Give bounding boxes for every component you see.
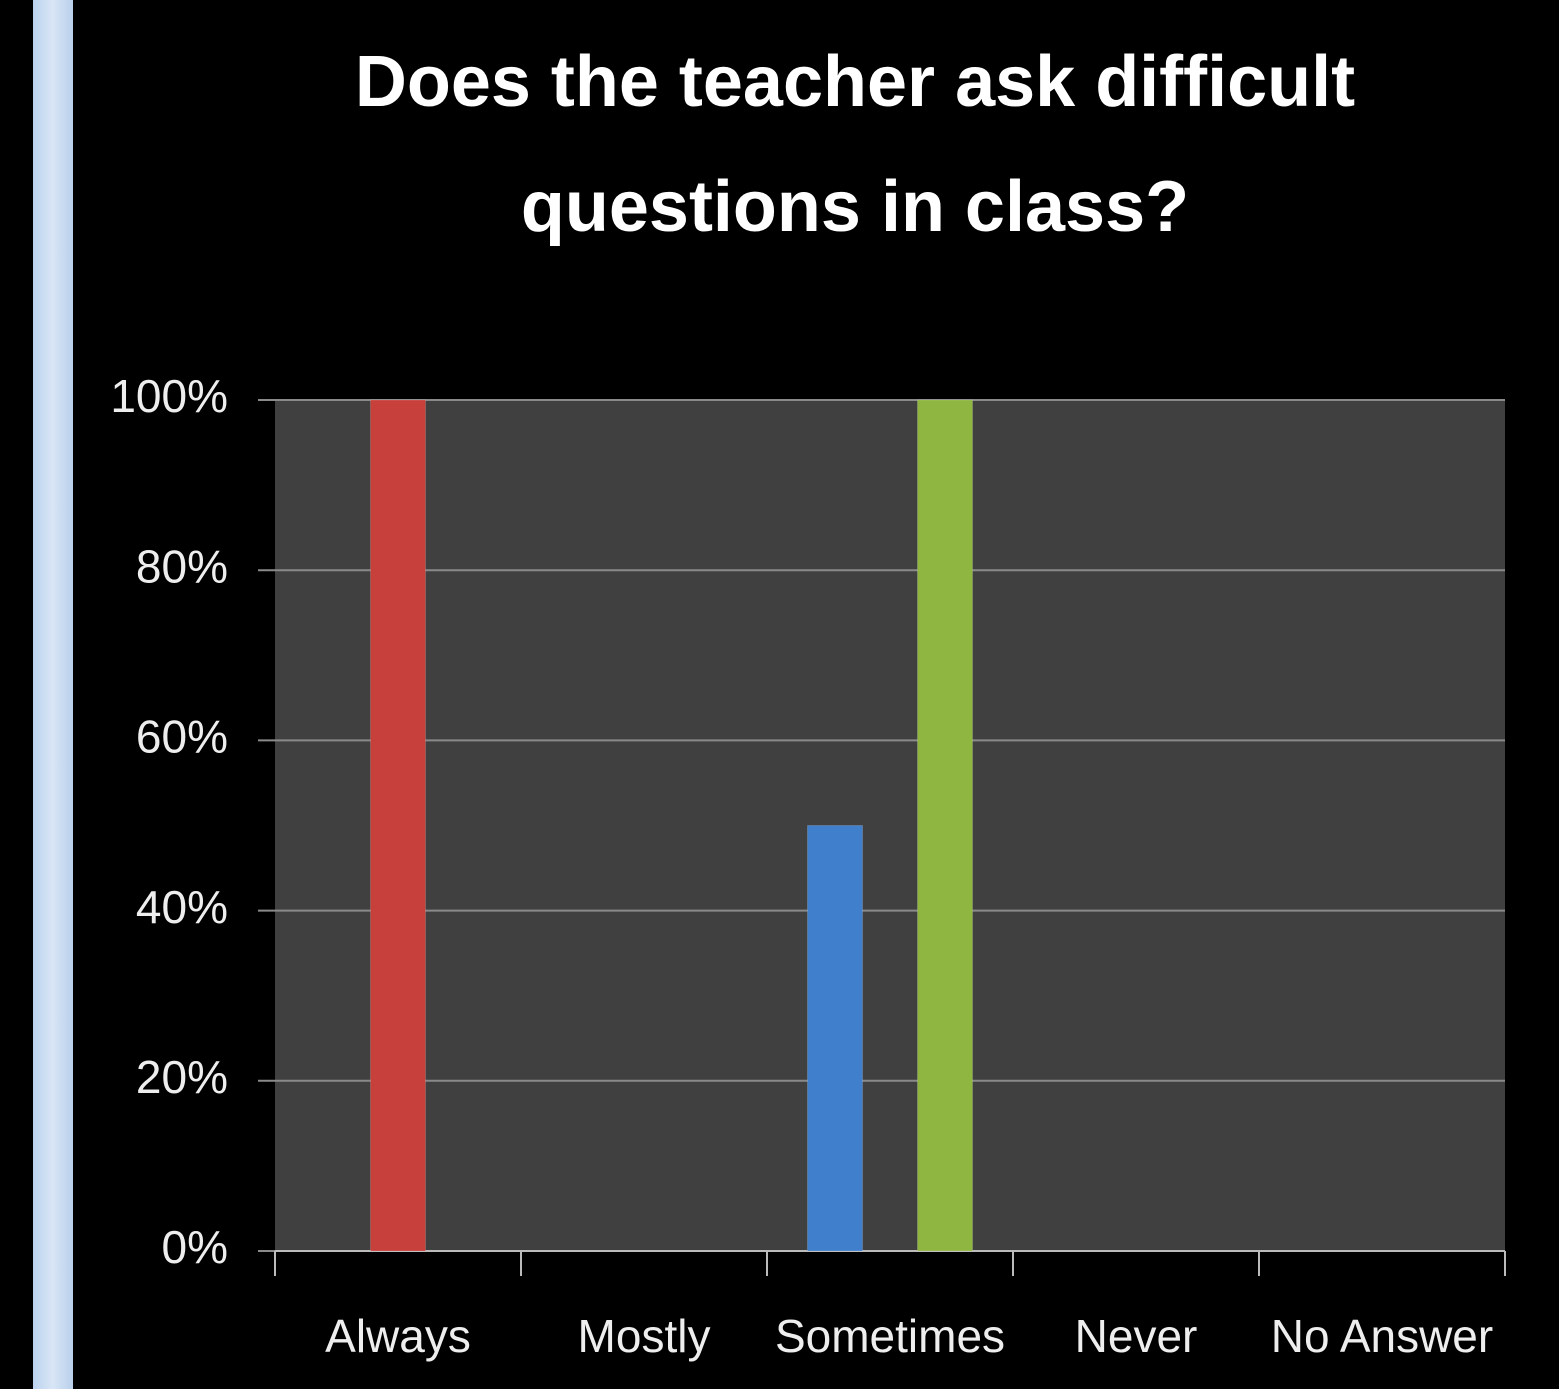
bar [370, 399, 426, 1252]
y-tick-label: 100% [110, 370, 228, 422]
y-tick-label: 40% [136, 881, 228, 933]
bar [917, 399, 973, 1252]
side-strip [33, 0, 73, 1389]
x-tick-label: No Answer [1271, 1310, 1493, 1362]
x-tick-label: Mostly [578, 1310, 711, 1362]
x-tick-label: Always [325, 1310, 471, 1362]
bar [807, 825, 863, 1252]
x-tick-label: Sometimes [775, 1310, 1005, 1362]
plot-area [275, 400, 1505, 1251]
chart-title: Does the teacher ask difficult questions… [354, 42, 1356, 247]
y-tick-label: 0% [162, 1221, 228, 1273]
y-tick-label: 80% [136, 540, 228, 592]
y-tick-label: 60% [136, 711, 228, 763]
x-tick-label: Never [1075, 1310, 1198, 1362]
y-tick-label: 20% [136, 1051, 228, 1103]
